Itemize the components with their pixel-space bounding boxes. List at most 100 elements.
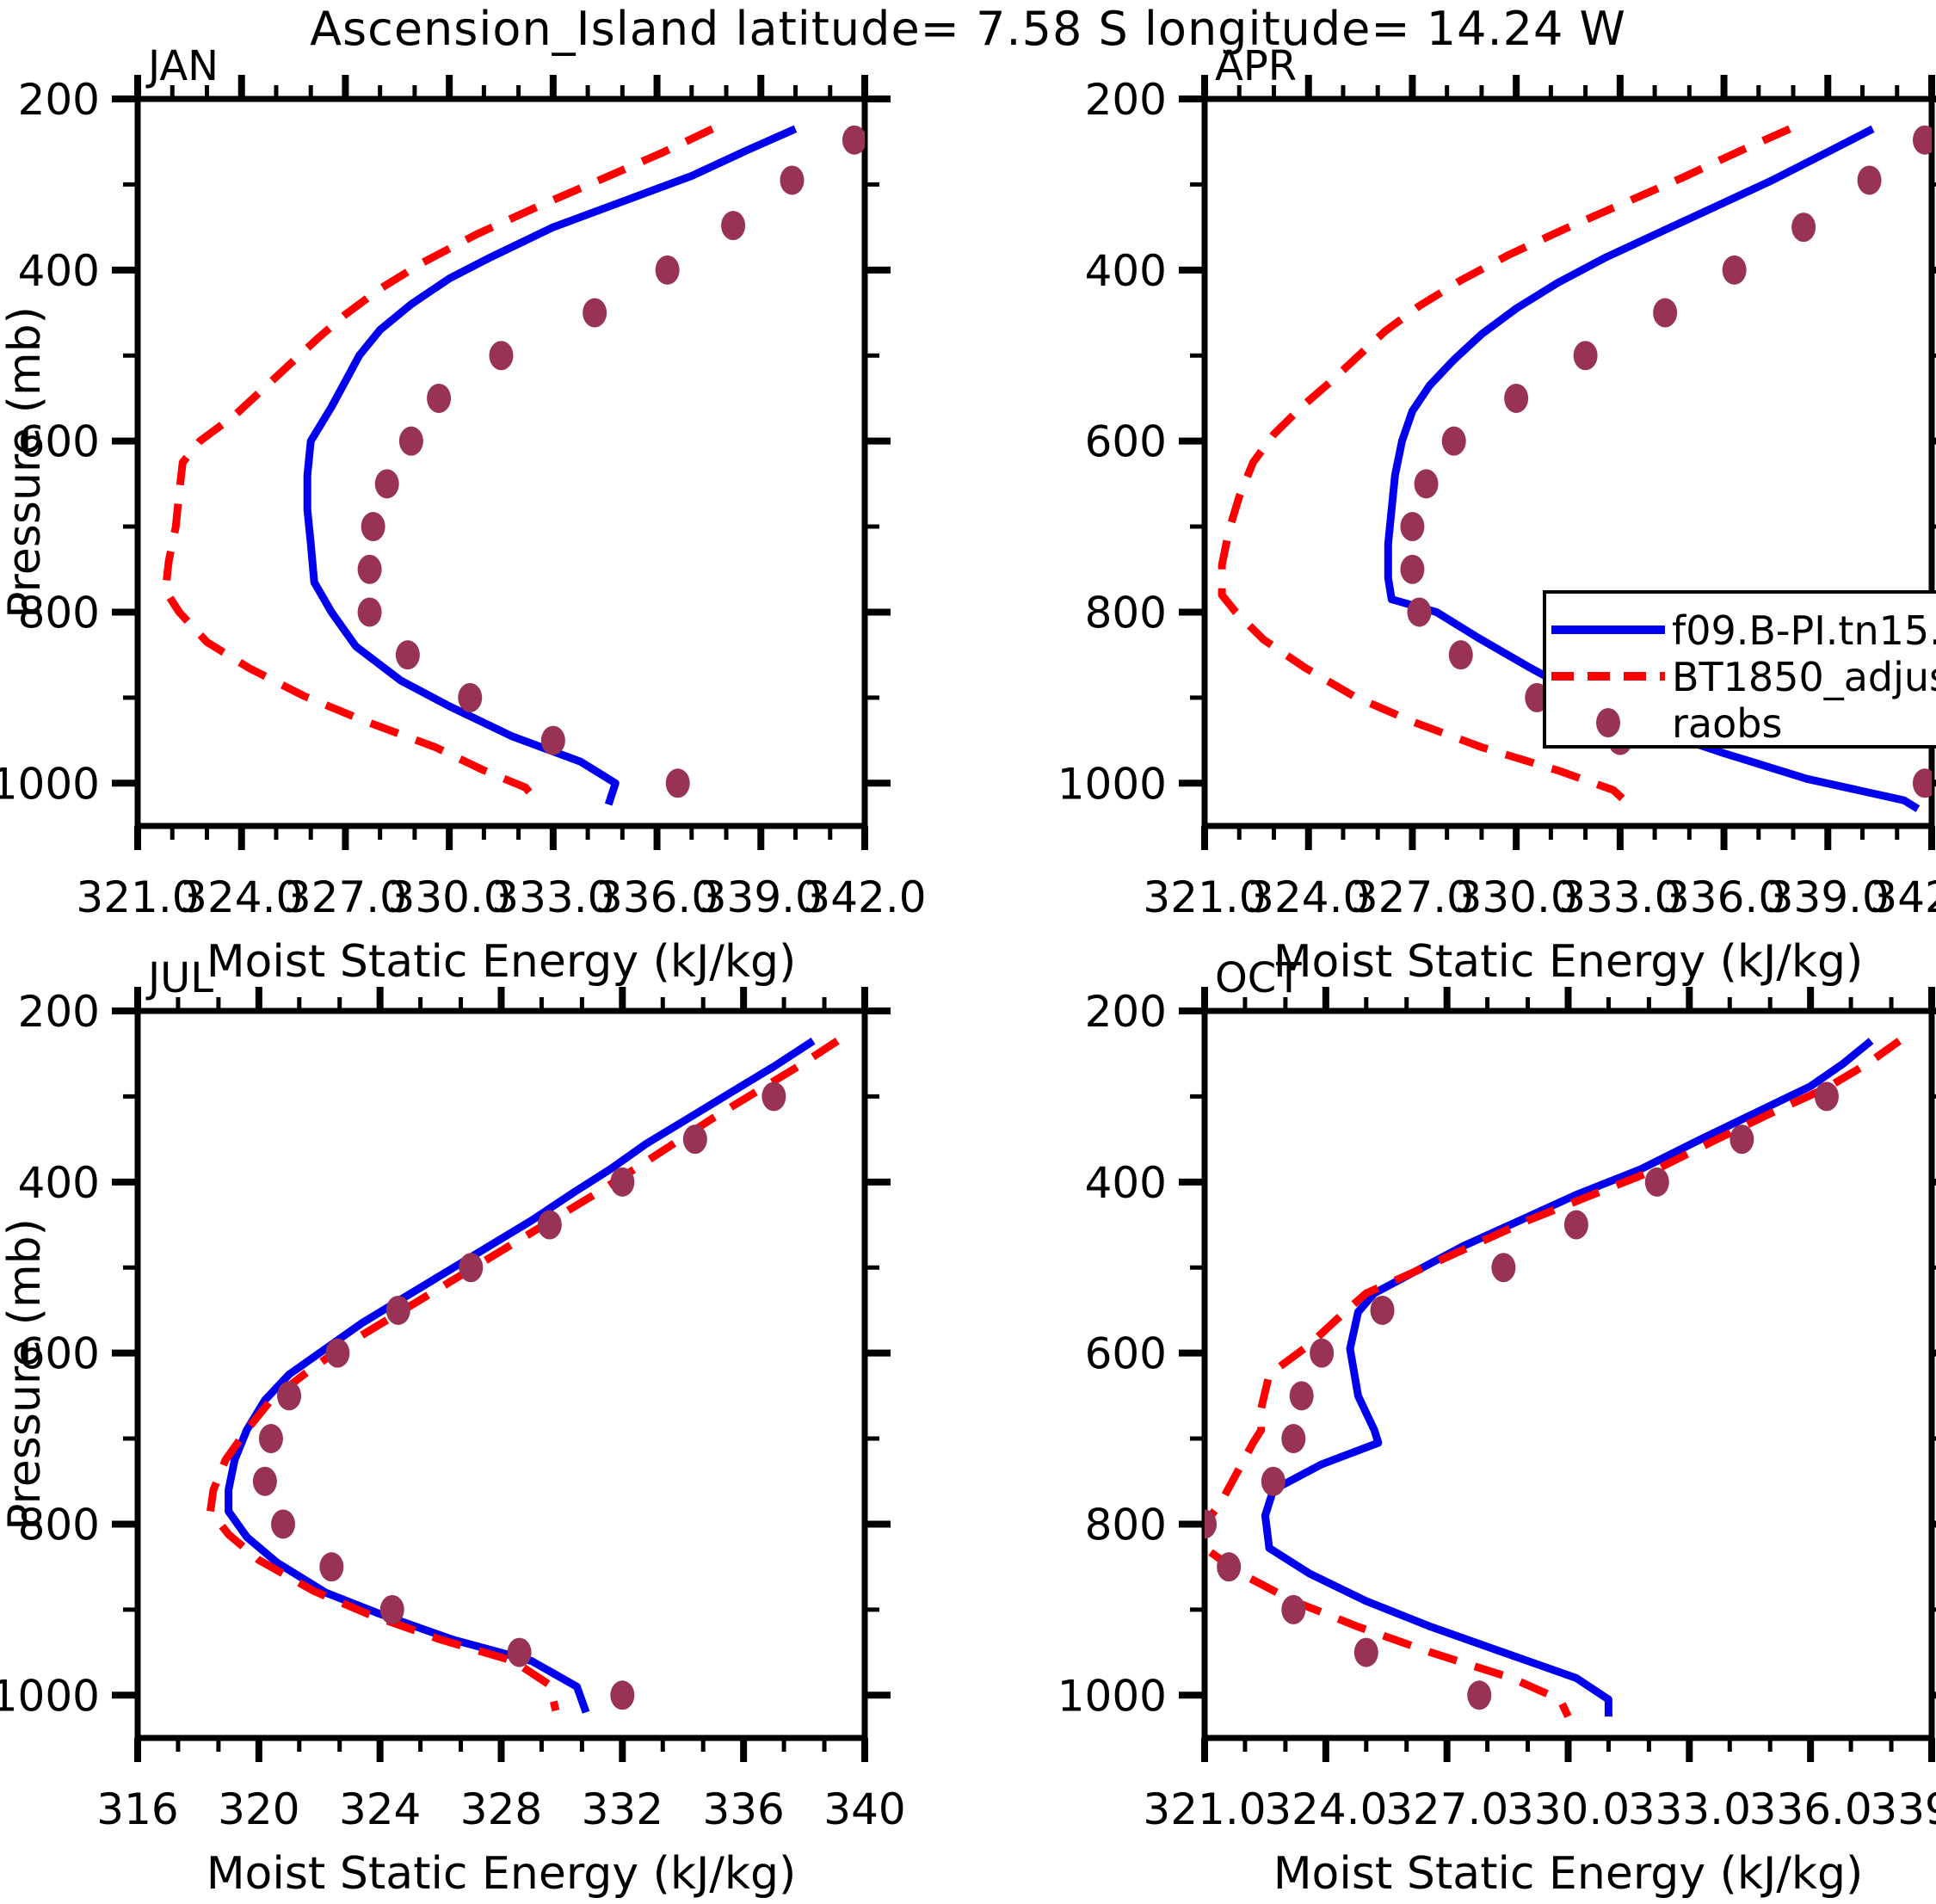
obs-marker — [1912, 125, 1932, 155]
obs-marker — [1400, 512, 1425, 542]
y-tick-label: 200 — [1085, 987, 1167, 1037]
y-tick-label: 800 — [18, 588, 100, 638]
y-tick-label: 600 — [18, 1329, 100, 1379]
obs-marker — [357, 554, 382, 584]
panel-title: APR — [1215, 42, 1297, 90]
obs-marker — [1281, 1424, 1306, 1454]
obs-marker — [395, 640, 420, 670]
y-tick-label: 1000 — [0, 1671, 100, 1721]
x-tick-label: 327.0 — [1385, 1784, 1508, 1834]
x-tick-label: 336 — [702, 1784, 784, 1834]
x-tick-label: 320 — [218, 1784, 299, 1834]
obs-marker — [537, 1210, 562, 1240]
obs-marker — [325, 1338, 350, 1368]
x-tick-label: 339.0 — [1870, 1784, 1936, 1834]
model-line — [303, 125, 798, 806]
x-tick-label: 340 — [823, 1784, 905, 1834]
y-tick-label: 600 — [1085, 417, 1167, 467]
obs-marker — [357, 597, 382, 627]
x-tick-label: 330.0 — [1455, 872, 1578, 922]
reference-line — [1218, 125, 1791, 812]
obs-marker — [1563, 1210, 1588, 1240]
obs-marker — [1467, 1680, 1492, 1710]
obs-marker — [1281, 1594, 1306, 1624]
x-tick-label: 330.0 — [1507, 1784, 1630, 1834]
x-axis-label: Moist Static Energy (kJ/kg) — [207, 936, 797, 988]
y-tick-label: 200 — [18, 75, 100, 125]
obs-marker — [1491, 1253, 1516, 1283]
obs-marker — [1370, 1295, 1395, 1325]
x-tick-label: 336.0 — [595, 872, 718, 922]
obs-marker — [319, 1552, 344, 1582]
x-tick-label: 330.0 — [388, 872, 511, 922]
obs-marker — [1353, 1637, 1378, 1667]
x-tick-label: 321.0 — [76, 872, 199, 922]
x-axis-label: Moist Static Energy (kJ/kg) — [207, 1848, 797, 1900]
obs-marker — [1414, 469, 1439, 499]
y-tick-label: 200 — [1085, 75, 1167, 125]
plot-frame — [134, 96, 868, 829]
obs-marker — [583, 298, 607, 328]
x-tick-label: 342.0 — [1870, 872, 1936, 922]
obs-marker — [1448, 640, 1473, 670]
y-tick-label: 400 — [1085, 246, 1167, 296]
obs-marker — [1205, 1509, 1217, 1539]
model-line — [1261, 1038, 1874, 1717]
obs-marker — [385, 1295, 410, 1325]
y-tick-label: 800 — [1085, 588, 1167, 638]
panel-jan: 200 400 600 800 1000 321.0324.0327.0330.0333.… — [0, 42, 927, 988]
y-tick-label: 200 — [18, 987, 100, 1037]
obs-marker — [427, 383, 452, 413]
obs-marker — [1722, 255, 1747, 285]
obs-marker — [398, 426, 423, 456]
obs-marker — [1261, 1466, 1286, 1496]
obs-marker — [1791, 213, 1816, 243]
x-tick-label: 328 — [460, 1784, 542, 1834]
obs-marker — [361, 512, 385, 542]
x-tick-label: 333.0 — [1558, 872, 1681, 922]
x-tick-label: 324.0 — [1247, 872, 1370, 922]
obs-marker — [1407, 597, 1432, 627]
y-tick-label: 600 — [1085, 1329, 1167, 1379]
obs-marker — [610, 1680, 635, 1710]
y-tick-label: 800 — [1085, 1500, 1167, 1550]
x-tick-label: 339.0 — [700, 872, 823, 922]
figure-title: Ascension_Island latitude= 7.58 S longit… — [310, 2, 1626, 56]
obs-marker — [540, 725, 565, 755]
y-axis-label: Pressure (mb) — [0, 306, 51, 619]
obs-marker — [1814, 1081, 1839, 1112]
x-tick-label: 324.0 — [180, 872, 303, 922]
y-tick-label: 1000 — [1057, 1671, 1167, 1721]
obs-marker — [1310, 1338, 1335, 1368]
panel-title: JAN — [145, 42, 219, 90]
x-tick-label: 327.0 — [284, 872, 407, 922]
obs-marker — [271, 1509, 295, 1539]
obs-marker — [1504, 383, 1529, 413]
x-tick-label: 321.0 — [1143, 1784, 1266, 1834]
obs-marker — [1653, 298, 1678, 328]
reference-line — [1205, 1038, 1902, 1719]
obs-marker — [1400, 554, 1425, 584]
obs-marker — [665, 768, 690, 798]
obs-marker — [379, 1594, 404, 1624]
obs-marker — [507, 1637, 532, 1667]
y-tick-label: 400 — [18, 1158, 100, 1208]
obs-marker — [1912, 768, 1932, 798]
panel-jul: 200 400 600 800 1000 316 320 324 328 332 336 340 Moi… — [0, 954, 906, 1900]
obs-marker — [489, 341, 514, 371]
y-tick-label: 400 — [1085, 1158, 1167, 1208]
x-tick-label: 316 — [96, 1784, 178, 1834]
y-tick-label: 1000 — [1057, 759, 1167, 809]
x-tick-label: 332 — [582, 1784, 663, 1834]
reference-line — [161, 125, 714, 807]
x-axis-label: Moist Static Energy (kJ/kg) — [1273, 1848, 1864, 1900]
x-tick-label: 321.0 — [1143, 872, 1266, 922]
y-tick-label: 400 — [18, 246, 100, 296]
obs-marker — [258, 1424, 283, 1454]
panel-oct: 200 400 600 800 1000 321.0324.0327.0330.0333.… — [1057, 954, 1936, 1900]
obs-marker — [610, 1167, 635, 1197]
x-tick-label: 324 — [339, 1784, 421, 1834]
legend-label: f09.B-PI.tn15.cm — [1672, 607, 1936, 654]
obs-marker — [374, 469, 399, 499]
y-tick-label: 1000 — [0, 759, 100, 809]
